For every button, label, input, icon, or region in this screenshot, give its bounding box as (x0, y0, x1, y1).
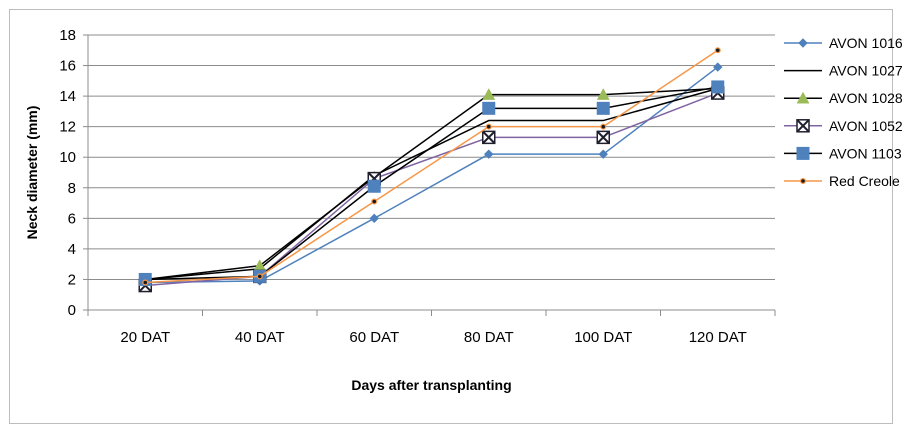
series-line (145, 49, 719, 284)
diamond-marker (713, 62, 723, 72)
y-tick-label: 6 (68, 210, 76, 227)
legend-item: AVON 1028 (784, 90, 903, 106)
square-marker (482, 101, 496, 115)
diamond-marker (484, 149, 494, 159)
diamond-marker (598, 149, 608, 159)
y-tick-label: 2 (68, 271, 76, 288)
x-tick-label: 100 DAT (574, 329, 632, 346)
legend-label: Red Creole (829, 173, 900, 189)
legend-label: AVON 1103 (829, 145, 902, 161)
y-tick-label: 14 (59, 88, 76, 105)
circle-marker (600, 123, 607, 130)
circle-marker (799, 178, 806, 185)
x-square-marker-cross (482, 130, 496, 145)
legend-item: AVON 1016 (784, 35, 903, 51)
x-axis-title: Days after transplanting (351, 377, 511, 393)
gridlines (88, 34, 775, 280)
y-tick-label: 18 (59, 27, 76, 44)
triangle-marker (596, 88, 610, 100)
x-square-marker-cross (596, 130, 610, 145)
y-tick-label: 12 (59, 119, 76, 136)
y-tick-label: 0 (68, 302, 76, 319)
x-tick-label: 40 DAT (235, 329, 285, 346)
x-tick-label: 60 DAT (349, 329, 399, 346)
x-square-marker-cross (796, 119, 810, 133)
square-marker (711, 80, 725, 94)
y-tick-label: 10 (59, 149, 76, 166)
x-tick-label: 20 DAT (120, 329, 170, 346)
legend: AVON 1016 AVON 1027 AVON 1028 AVON 1052 AVON… (784, 35, 903, 189)
circle-marker (142, 279, 149, 286)
series-line (145, 92, 719, 287)
triangle-marker (796, 91, 810, 104)
legend-item: Red Creole (784, 173, 900, 189)
legend-label: AVON 1052 (829, 118, 903, 134)
diamond-marker (369, 213, 379, 224)
chart-frame (9, 9, 893, 424)
triangle-marker (482, 88, 496, 100)
series-avon-1028 (138, 81, 725, 285)
series-red-creole (142, 47, 721, 286)
circle-marker (485, 123, 492, 130)
series-line (145, 87, 718, 281)
series-line (145, 87, 718, 281)
legend-item: AVON 1027 (784, 63, 903, 79)
legend-item: AVON 1103 (784, 145, 902, 161)
series-layer (138, 47, 725, 293)
axes: 0 2 4 6 8 10 12 14 16 18 20 DAT 40 DAT 60 DAT 80 DAT 1… (59, 27, 776, 346)
diamond-marker (798, 38, 808, 48)
x-tick-label: 120 DAT (689, 329, 747, 346)
legend-label: AVON 1028 (829, 90, 903, 106)
series-avon-1027 (145, 87, 718, 281)
legend-label: AVON 1027 (829, 63, 903, 79)
circle-marker (371, 198, 378, 205)
square-marker (596, 101, 610, 115)
y-tick-label: 16 (59, 58, 76, 75)
series-line (145, 86, 718, 281)
square-marker (796, 146, 810, 160)
legend-label: AVON 1016 (829, 35, 903, 51)
x-tick-label: 80 DAT (464, 329, 514, 346)
y-tick-label: 8 (68, 180, 76, 197)
series-line (145, 66, 719, 284)
legend-item: AVON 1052 (784, 118, 903, 134)
circle-marker (714, 47, 721, 54)
square-marker (367, 179, 381, 193)
circle-marker (256, 273, 263, 280)
series-avon-1052 (138, 86, 725, 293)
y-tick-label: 4 (68, 241, 76, 258)
y-axis-title: Neck diameter (mm) (24, 106, 40, 240)
